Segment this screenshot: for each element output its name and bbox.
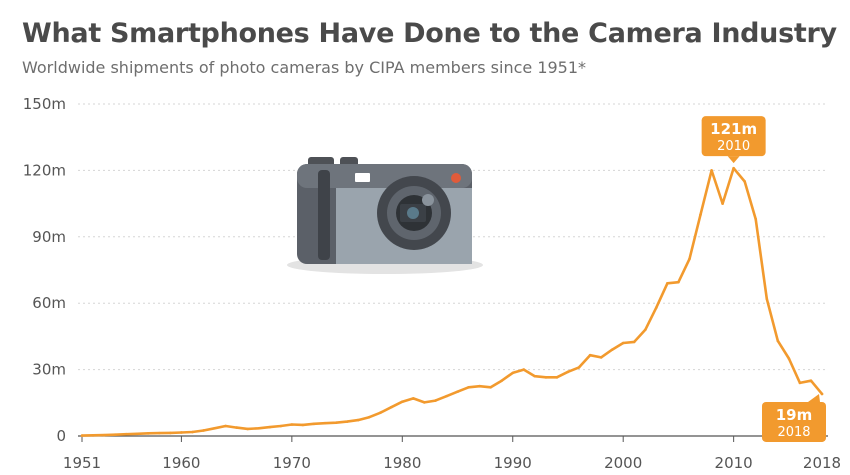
data-point xyxy=(765,297,769,301)
callout-box xyxy=(762,401,826,442)
data-point xyxy=(588,353,592,357)
data-point xyxy=(367,415,371,419)
data-point xyxy=(666,281,669,285)
data-point xyxy=(102,433,106,437)
y-tick-label: 60m xyxy=(32,294,66,312)
data-point xyxy=(290,423,294,426)
data-point xyxy=(356,418,360,422)
data-point xyxy=(334,421,338,425)
data-point xyxy=(423,401,426,404)
data-point xyxy=(478,384,481,388)
data-point xyxy=(224,424,227,428)
data-point xyxy=(699,213,702,216)
data-point xyxy=(246,427,249,431)
data-point xyxy=(599,356,603,359)
data-point xyxy=(113,433,117,436)
data-point xyxy=(235,426,238,429)
data-point xyxy=(146,432,150,435)
data-point xyxy=(180,431,183,434)
data-point xyxy=(721,202,724,205)
data-point xyxy=(135,432,139,436)
data-point xyxy=(820,392,824,396)
data-point xyxy=(754,217,758,221)
data-point xyxy=(323,421,327,425)
data-point xyxy=(400,400,404,403)
data-point xyxy=(445,394,448,398)
data-point xyxy=(345,420,349,423)
data-point xyxy=(489,386,492,389)
data-point xyxy=(566,370,570,374)
data-point xyxy=(124,432,128,436)
x-tick-label: 1990 xyxy=(494,454,532,472)
data-point xyxy=(677,280,680,284)
data-point xyxy=(412,397,415,400)
callout-pointer xyxy=(808,393,820,402)
x-tick-label: 2010 xyxy=(715,454,753,472)
data-point xyxy=(268,425,272,429)
x-tick-label: 1951 xyxy=(63,454,101,472)
y-tick-label: 0 xyxy=(56,427,66,445)
data-point xyxy=(577,366,581,369)
data-point xyxy=(158,431,161,435)
series-line xyxy=(80,166,824,437)
callout-pointer xyxy=(727,156,740,164)
data-point xyxy=(80,434,84,437)
data-point xyxy=(312,422,316,426)
callout-year: 2018 xyxy=(777,425,810,440)
y-tick-label: 90m xyxy=(32,228,66,246)
callout-value: 19m xyxy=(776,406,813,424)
data-point xyxy=(610,348,614,351)
data-point xyxy=(555,376,559,379)
data-point xyxy=(688,257,691,261)
data-point xyxy=(378,411,382,415)
chart-subtitle: Worldwide shipments of photo cameras by … xyxy=(22,58,587,77)
data-point xyxy=(91,434,95,437)
x-tick-label: 1960 xyxy=(162,454,200,472)
x-tick-label: 1980 xyxy=(383,454,421,472)
data-point xyxy=(456,390,459,394)
callout-value: 121m xyxy=(710,120,757,138)
callout-box xyxy=(701,116,766,157)
y-tick-label: 30m xyxy=(32,361,66,379)
data-point xyxy=(213,426,216,430)
chart-title: What Smartphones Have Done to the Camera… xyxy=(22,18,837,49)
data-point xyxy=(301,423,305,427)
data-point xyxy=(533,374,537,378)
data-point xyxy=(643,328,647,332)
y-tick-label: 120m xyxy=(23,161,66,179)
data-point xyxy=(632,340,636,344)
data-point xyxy=(434,399,437,402)
data-point xyxy=(544,376,548,379)
data-point xyxy=(621,341,625,345)
data-point xyxy=(500,379,504,382)
data-point xyxy=(787,357,791,360)
data-point xyxy=(511,371,515,375)
data-point xyxy=(809,379,813,382)
data-point xyxy=(257,426,261,430)
data-points xyxy=(80,166,824,437)
camera-icon xyxy=(287,157,483,274)
data-point xyxy=(798,381,802,385)
x-tick-label: 2018 xyxy=(803,454,841,472)
data-point xyxy=(743,180,746,183)
data-point xyxy=(710,169,713,172)
data-point xyxy=(169,431,172,435)
data-point xyxy=(467,386,470,389)
data-point xyxy=(389,405,393,409)
data-point xyxy=(279,424,283,428)
x-tick-label: 2000 xyxy=(604,454,642,472)
data-point xyxy=(776,339,780,343)
data-point xyxy=(522,368,526,371)
x-axis: 1951 1960 1970 1980 1990 2000 2010 2018 xyxy=(63,436,841,472)
data-point xyxy=(202,429,205,432)
callout-year: 2010 xyxy=(717,139,750,154)
data-point xyxy=(655,306,658,309)
data-point xyxy=(732,166,735,170)
y-tick-label: 150m xyxy=(23,95,66,113)
data-point xyxy=(191,430,194,434)
y-axis: 0 30m 60m 90m 120m 150m xyxy=(23,95,66,445)
x-tick-label: 1970 xyxy=(273,454,311,472)
